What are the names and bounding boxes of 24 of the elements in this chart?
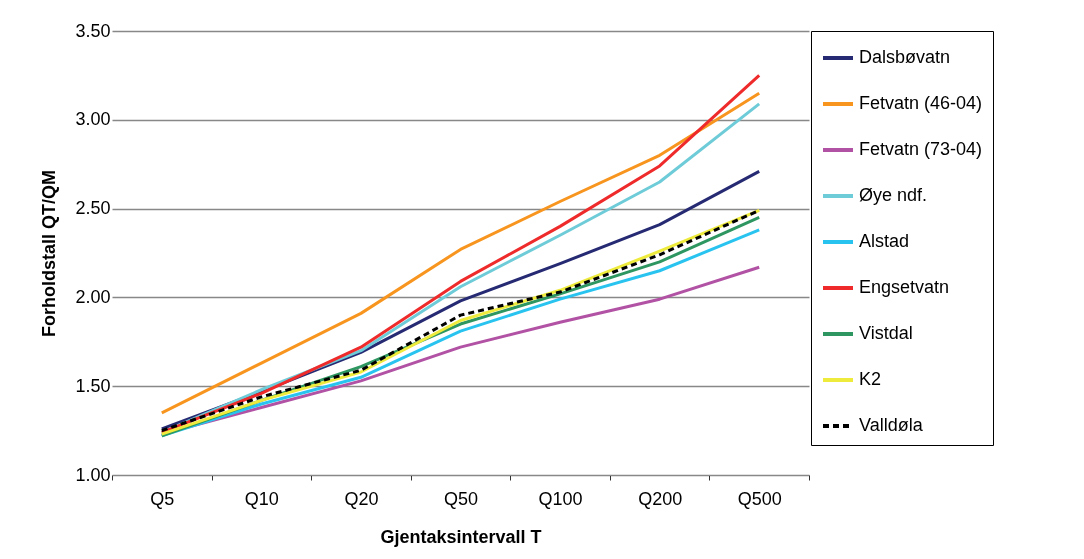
legend-label: Fetvatn (46-04) (859, 93, 983, 113)
x-tick-label: Q20 (344, 488, 379, 509)
legend-label: Øye ndf. (859, 185, 928, 205)
y-tick-label: 1.00 (75, 464, 111, 485)
x-tick-label: Q50 (443, 488, 479, 509)
y-tick-label: 2.00 (75, 286, 111, 307)
y-tick-label: 1.50 (75, 375, 111, 396)
y-tick-label: 3.50 (75, 20, 111, 41)
legend-label: Fetvatn (73-04) (859, 139, 983, 159)
legend-label: Valldøla (859, 415, 924, 435)
y-axis-title: Forholdstall QT/QM (39, 170, 60, 337)
x-axis-title: Gjentaksintervall T (380, 526, 542, 547)
legend-label: Engsetvatn (859, 277, 950, 297)
x-tick-label: Q500 (737, 488, 782, 509)
legend-label: Alstad (859, 231, 910, 251)
x-tick-label: Q200 (638, 488, 683, 509)
y-tick-label: 3.00 (75, 109, 111, 130)
x-tick-label: Q10 (244, 488, 279, 509)
legend-label: Dalsbøvatn (859, 47, 951, 67)
y-tick-label: 2.50 (75, 198, 111, 219)
x-tick-label: Q5 (150, 488, 175, 509)
x-tick-label: Q100 (538, 488, 583, 509)
legend-label: K2 (859, 369, 882, 389)
legend-label: Vistdal (859, 323, 913, 343)
